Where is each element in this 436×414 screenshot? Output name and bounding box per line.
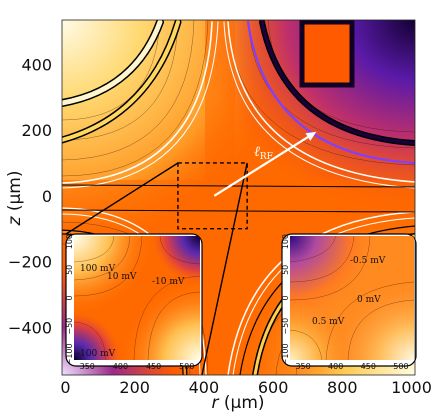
inset-left-label-neg10: -10 mV	[152, 277, 185, 287]
inset-left: 100 mV 10 mV -10 mV -100 mV 350 400 450 500…	[65, 233, 203, 371]
inset-x-tick: 350	[295, 362, 310, 371]
lrf-arrow	[213, 131, 317, 197]
inset-right-label-0: 0 mV	[357, 295, 381, 305]
inset-y-tick: −50	[281, 318, 290, 335]
x-tick-label: 0	[60, 378, 70, 397]
inset-y-tick: 100	[65, 234, 74, 249]
x-tick-label: 800	[327, 378, 358, 397]
top-right-electrode-block	[299, 20, 355, 88]
inset-y-tick: 0	[281, 295, 290, 300]
inset-left-ticks: 350 400 450 500 −100 −50 0 50 100	[65, 234, 194, 371]
inset-right-label-05: 0.5 mV	[312, 317, 345, 327]
x-tick-label: 1000	[391, 378, 432, 397]
inset-x-tick: 400	[328, 362, 343, 371]
inset-y-tick: 0	[65, 295, 74, 300]
inset-y-tick: −100	[65, 343, 74, 365]
y-axis-label: z (μm)	[5, 171, 25, 227]
x-tick-label: 200	[119, 378, 150, 397]
inset-x-tick: 500	[393, 362, 408, 371]
inset-left-label-neg100: -100 mV	[77, 349, 116, 359]
horizontal-electrode-line	[62, 184, 415, 188]
electrode-top-left-white	[62, 21, 213, 184]
y-tick-label: 400	[21, 55, 52, 74]
y-tick-label: 200	[21, 121, 52, 140]
inset-y-tick: 50	[65, 265, 74, 275]
zoom-connector-right	[201, 162, 248, 376]
y-tick-label: 0	[42, 187, 52, 206]
main-frame	[61, 19, 416, 376]
electrode-top-right-white	[227, 21, 415, 183]
y-tick-label: −200	[8, 253, 52, 272]
x-axis-label: r (μm)	[211, 393, 264, 413]
zoom-box	[177, 162, 248, 230]
inset-left-label-10: 10 mV	[107, 272, 137, 282]
inset-right-ticks: 350 400 450 500 −100 −50 0 50 100	[281, 234, 409, 371]
x-tick-label: 400	[189, 378, 220, 397]
inset-right: -0.5 mV 0 mV 0.5 mV 350 400 450 500 −100 −50 0…	[281, 233, 417, 371]
inset-right-label-neg05: -0.5 mV	[350, 256, 386, 266]
lrf-label: ℓRF	[254, 144, 273, 162]
inset-y-tick: −100	[281, 343, 290, 365]
electrode-top-right-purple	[246, 20, 415, 165]
x-axis-ticks: 0 200 400 600 800 1000	[60, 378, 432, 397]
zoom-connector-left	[65, 162, 179, 235]
x-tick-label: 600	[258, 378, 289, 397]
inset-y-tick: 100	[281, 234, 290, 249]
inset-x-tick: 350	[80, 362, 95, 371]
inset-x-tick: 450	[361, 362, 376, 371]
y-axis-ticks: −400 −200 0 200 400	[8, 55, 52, 337]
inset-left-label-100: 100 mV	[80, 264, 116, 274]
inset-y-tick: −50	[65, 318, 74, 335]
inset-y-tick: 50	[281, 265, 290, 275]
inset-x-tick: 450	[146, 362, 161, 371]
inset-x-tick: 500	[179, 362, 194, 371]
center-vertical-band	[205, 20, 235, 375]
y-tick-label: −400	[8, 318, 52, 337]
inset-x-tick: 400	[113, 362, 128, 371]
